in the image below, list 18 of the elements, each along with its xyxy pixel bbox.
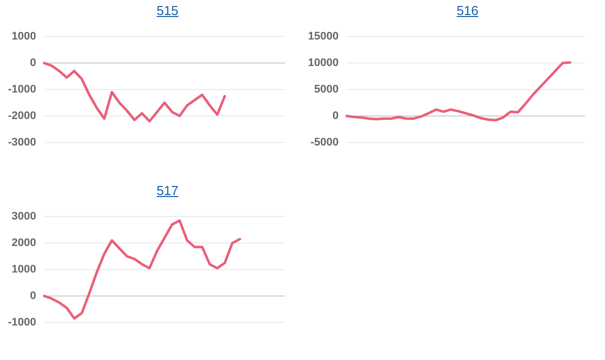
y-tick-label: 3000 [12, 210, 36, 223]
y-tick-label: -1000 [8, 316, 36, 328]
y-tick-label: 1000 [12, 30, 36, 43]
chart-title: 515 [156, 3, 180, 18]
y-tick-label: 0 [332, 110, 339, 122]
y-tick-label: 10000 [308, 57, 339, 70]
y-tick-label: -2000 [8, 110, 36, 122]
y-tick-label: -1000 [8, 84, 36, 96]
y-tick-label: 5000 [314, 84, 339, 96]
y-tick-label: 0 [30, 290, 36, 302]
chart-title: 517 [156, 183, 180, 198]
y-tick-label: 2000 [12, 237, 36, 250]
y-tick-label: 1000 [12, 264, 36, 276]
y-tick-label: 15000 [308, 30, 339, 43]
chart-title: 516 [456, 3, 480, 18]
y-tick-label: 0 [30, 57, 36, 70]
y-tick-label: -3000 [8, 136, 36, 148]
y-tick-label: -5000 [310, 136, 339, 148]
